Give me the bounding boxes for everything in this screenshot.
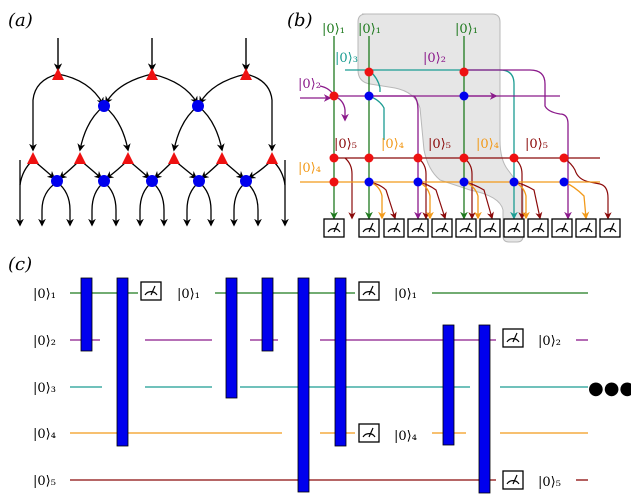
measure-icon [358,218,380,238]
blue-node [364,177,374,187]
blue-node [51,175,63,187]
measure-icon [503,218,525,238]
measure-icon [479,218,501,238]
red-node [146,68,158,80]
c-wire-label-2: |0⟩₂ [33,334,56,349]
red-node [459,153,469,163]
gate-block [442,324,455,446]
measure-icon [502,470,524,490]
c-wire-label-5: |0⟩₅ [33,474,56,489]
red-node [52,68,64,80]
gate-block [334,277,347,447]
panel-c-label: (c) [8,254,32,275]
b-label-row2-2: |0⟩₄ [381,137,404,152]
gate-block [261,277,274,352]
blue-node [459,91,469,101]
measure-icon [407,218,429,238]
blue-node [192,100,204,112]
measure-icon [383,218,405,238]
red-node [459,67,469,77]
red-node [266,152,278,164]
b-label-row2-3: |0⟩₅ [428,137,451,152]
measure-icon [455,218,477,238]
blue-node [146,175,158,187]
red-node [122,152,134,164]
measure-icon [140,281,162,301]
red-node [364,67,374,77]
gate-block [116,277,129,447]
red-node [329,91,339,101]
panel-a-tree [16,38,289,227]
blue-node [364,91,374,101]
red-node [329,177,339,187]
blue-node [98,175,110,187]
measure-icon [358,281,380,301]
panel-b-circuit [300,36,621,238]
red-node [509,153,519,163]
measure-icon [599,218,621,238]
gate-block [478,324,491,494]
measure-icon [502,328,524,348]
measure-icon [527,218,549,238]
red-node [329,153,339,163]
c-reset-label-3: |0⟩₄ [394,429,417,444]
blue-node [559,177,569,187]
measure-icon [551,218,573,238]
blue-node [98,100,110,112]
ellipsis-dots: ●●● [588,378,631,399]
b-label-top-2: |0⟩₁ [358,22,381,37]
panel-b-label: (b) [287,10,313,31]
measure-icon [323,218,345,238]
b-label-q2-left: |0⟩₂ [298,77,321,92]
c-reset-label-5: |0⟩₅ [538,475,561,490]
red-node [559,153,569,163]
red-node [74,152,86,164]
c-wire-label-3: |0⟩₃ [33,381,56,396]
red-node [240,68,252,80]
c-wire-label-1: |0⟩₁ [33,287,56,302]
red-node [364,153,374,163]
panel-c-circuit [70,277,588,494]
blue-node [193,175,205,187]
measure-icon [358,423,380,443]
blue-node [459,177,469,187]
gate-block [80,277,93,352]
red-node [27,152,39,164]
c-wire-label-4: |0⟩₄ [33,427,56,442]
c-reset-label-4: |0⟩₂ [538,334,561,349]
red-node [216,152,228,164]
red-node [413,153,423,163]
blue-node [413,177,423,187]
highlight-region [357,13,524,243]
blue-node [509,177,519,187]
red-node [168,152,180,164]
c-reset-label-1: |0⟩₁ [177,287,200,302]
b-label-q4-left: |0⟩₄ [298,161,321,176]
b-label-q3: |0⟩₃ [335,51,358,66]
b-label-row2-4: |0⟩₄ [476,137,499,152]
b-label-row2-1: |0⟩₅ [334,137,357,152]
b-label-top-1: |0⟩₁ [322,22,345,37]
b-label-q2-right: |0⟩₂ [423,51,446,66]
gate-block [297,277,310,493]
b-label-row2-5: |0⟩₅ [525,137,548,152]
measure-icon [431,218,453,238]
measure-icon [575,218,597,238]
gate-block [225,277,238,399]
blue-node [240,175,252,187]
panel-a-label: (a) [8,10,33,31]
b-label-top-3: |0⟩₁ [455,22,478,37]
c-reset-label-2: |0⟩₁ [394,287,417,302]
